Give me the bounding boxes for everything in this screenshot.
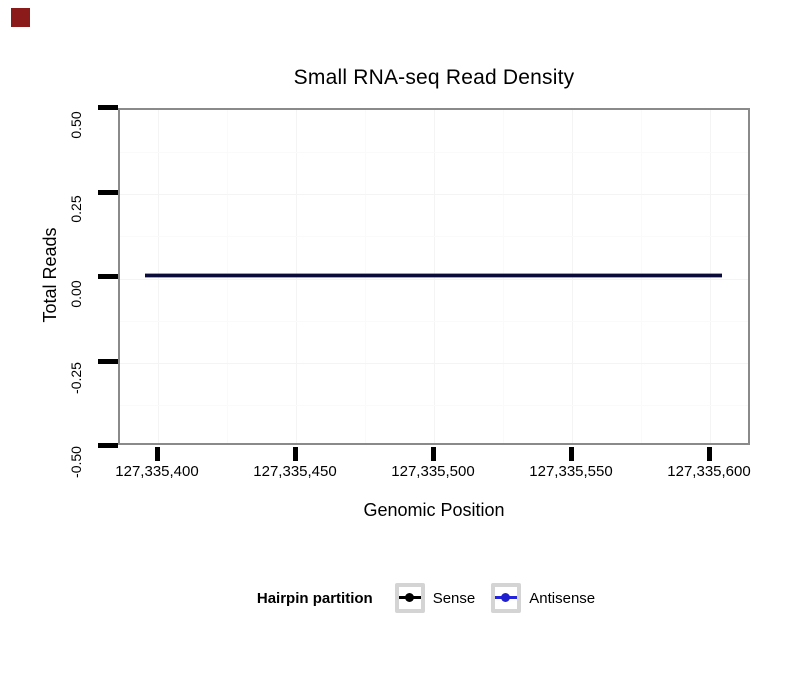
gridline-minor-horizontal — [120, 405, 748, 406]
y-tick-mark — [98, 359, 118, 364]
x-tick-mark — [293, 447, 298, 461]
x-tick-label: 127,335,500 — [391, 463, 475, 480]
gridline-minor-horizontal — [120, 321, 748, 322]
gridline-minor-horizontal — [120, 152, 748, 153]
x-tick-mark — [569, 447, 574, 461]
x-tick-label: 127,335,400 — [115, 463, 199, 480]
y-tick-mark — [98, 274, 118, 279]
legend-title: Hairpin partition — [256, 589, 373, 607]
y-tick-mark — [98, 105, 118, 110]
legend: Hairpin partition Sense Antisense — [29, 580, 810, 616]
x-tick-label: 127,335,600 — [667, 463, 751, 480]
y-tick-label: 0.00 — [68, 280, 84, 308]
legend-label-antisense: Antisense — [529, 589, 596, 607]
x-axis-title: Genomic Position — [363, 500, 505, 520]
gridline-minor-horizontal — [120, 236, 748, 237]
x-tick-label: 127,335,550 — [529, 463, 613, 480]
gridline-major-horizontal — [120, 363, 748, 364]
sense-point-icon — [404, 593, 414, 602]
y-axis-title: Total Reads — [40, 227, 60, 323]
antisense-point-icon — [501, 593, 511, 602]
x-tick-label: 127,335,450 — [253, 463, 337, 480]
gridline-major-horizontal — [120, 279, 748, 280]
y-tick-label: -0.50 — [68, 446, 84, 478]
red-square-marker — [11, 8, 30, 27]
x-tick-mark — [431, 447, 436, 461]
x-tick-mark — [707, 447, 712, 461]
read-density-line — [145, 274, 722, 277]
y-tick-mark — [98, 443, 118, 448]
y-tick-label: -0.25 — [68, 362, 84, 394]
legend-key-sense — [394, 583, 425, 613]
chart-title: Small RNA-seq Read Density — [293, 66, 575, 89]
gridline-major-horizontal — [120, 194, 748, 195]
legend-label-sense: Sense — [432, 589, 476, 607]
legend-key-antisense — [491, 583, 522, 613]
y-tick-label: 0.25 — [68, 195, 84, 223]
x-tick-mark — [155, 447, 160, 461]
y-tick-mark — [98, 190, 118, 195]
y-tick-label: 0.50 — [68, 111, 84, 139]
